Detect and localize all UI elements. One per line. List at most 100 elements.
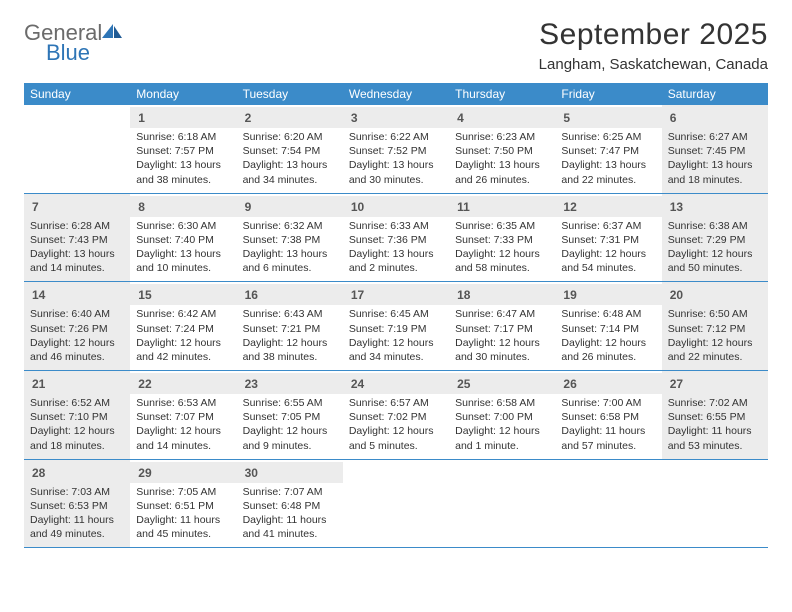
day-cell: 6Sunrise: 6:27 AMSunset: 7:45 PMDaylight…: [662, 105, 768, 193]
day-info: Sunrise: 6:45 AMSunset: 7:19 PMDaylight:…: [347, 307, 445, 364]
day-number: 21: [30, 375, 124, 392]
day-cell: 19Sunrise: 6:48 AMSunset: 7:14 PMDayligh…: [555, 282, 661, 370]
day-number: 12: [561, 198, 655, 215]
day-number: 29: [136, 464, 230, 481]
day-info: Sunrise: 6:42 AMSunset: 7:24 PMDaylight:…: [134, 307, 232, 364]
day-cell: 1 Sunrise: 6:18 AMSunset: 7:57 PMDaylight…: [130, 105, 236, 193]
page-title: September 2025: [539, 18, 768, 52]
day-number-bar: 28: [24, 462, 130, 483]
day-number-bar: 29: [130, 462, 236, 483]
day-info: Sunrise: 6:57 AMSunset: 7:02 PMDaylight:…: [347, 396, 445, 453]
day-cell: 30Sunrise: 7:07 AMSunset: 6:48 PMDayligh…: [237, 460, 343, 548]
day-cell: 8 Sunrise: 6:30 AMSunset: 7:40 PMDaylight…: [130, 194, 236, 282]
title-block: September 2025 Langham, Saskatchewan, Ca…: [539, 18, 768, 73]
day-number-bar: 25: [449, 373, 555, 394]
day-number-bar: 12: [555, 196, 661, 217]
day-number-bar: 26: [555, 373, 661, 394]
day-number-bar: 4: [449, 107, 555, 128]
weekday-label: Saturday: [662, 83, 768, 105]
day-cell: 9Sunrise: 6:32 AMSunset: 7:38 PMDaylight…: [237, 194, 343, 282]
day-number-bar: 18: [449, 284, 555, 305]
day-number: 3: [349, 109, 443, 126]
day-number: 2: [243, 109, 337, 126]
day-number: 7: [30, 198, 124, 215]
weekday-label: Wednesday: [343, 83, 449, 105]
day-number-bar: 8: [130, 196, 236, 217]
day-number: 11: [455, 198, 549, 215]
weekday-label: Sunday: [24, 83, 130, 105]
day-info: Sunrise: 6:32 AMSunset: 7:38 PMDaylight:…: [241, 219, 339, 276]
logo: General Blue: [24, 18, 124, 64]
day-cell: 20Sunrise: 6:50 AMSunset: 7:12 PMDayligh…: [662, 282, 768, 370]
weeks-container: 1 Sunrise: 6:18 AMSunset: 7:57 PMDaylight…: [24, 105, 768, 548]
day-cell: 10 Sunrise: 6:33 AMSunset: 7:36 PMDayligh…: [343, 194, 449, 282]
week-row: 14Sunrise: 6:40 AMSunset: 7:26 PMDayligh…: [24, 282, 768, 371]
logo-word-2: Blue: [24, 42, 124, 64]
day-number: 10: [349, 198, 443, 215]
day-number-bar: 11: [449, 196, 555, 217]
day-number-bar: 5: [555, 107, 661, 128]
day-number: 25: [455, 375, 549, 392]
location-label: Langham, Saskatchewan, Canada: [539, 56, 768, 73]
day-number: 8: [136, 198, 230, 215]
day-number-bar: 24: [343, 373, 449, 394]
weekday-label: Friday: [555, 83, 661, 105]
day-info: Sunrise: 7:07 AMSunset: 6:48 PMDaylight:…: [241, 485, 339, 542]
logo-sail-icon: [102, 22, 124, 44]
day-number-bar: 21: [24, 373, 130, 394]
day-number: 22: [136, 375, 230, 392]
day-info: Sunrise: 6:33 AMSunset: 7:36 PMDaylight:…: [347, 219, 445, 276]
day-number: 28: [30, 464, 124, 481]
day-number-bar: 14: [24, 284, 130, 305]
logo-text: General Blue: [24, 22, 124, 64]
day-info: Sunrise: 6:37 AMSunset: 7:31 PMDaylight:…: [559, 219, 657, 276]
header: General Blue September 2025 Langham, Sas…: [24, 18, 768, 73]
day-info: Sunrise: 7:03 AMSunset: 6:53 PMDaylight:…: [28, 485, 126, 542]
week-row: 7Sunrise: 6:28 AMSunset: 7:43 PMDaylight…: [24, 194, 768, 283]
day-number-bar: 30: [237, 462, 343, 483]
day-cell: 5 Sunrise: 6:25 AMSunset: 7:47 PMDaylight…: [555, 105, 661, 193]
day-info: Sunrise: 6:52 AMSunset: 7:10 PMDaylight:…: [28, 396, 126, 453]
day-cell: 23Sunrise: 6:55 AMSunset: 7:05 PMDayligh…: [237, 371, 343, 459]
weekday-label: Tuesday: [237, 83, 343, 105]
day-number-bar: 27: [662, 373, 768, 394]
day-cell: 26Sunrise: 7:00 AMSunset: 6:58 PMDayligh…: [555, 371, 661, 459]
day-info: Sunrise: 6:23 AMSunset: 7:50 PMDaylight:…: [453, 130, 551, 187]
day-number: 1: [136, 109, 230, 126]
day-number: 13: [668, 198, 762, 215]
day-info: Sunrise: 6:18 AMSunset: 7:57 PMDaylight:…: [134, 130, 232, 187]
week-row: 21 Sunrise: 6:52 AMSunset: 7:10 PMDayligh…: [24, 371, 768, 460]
weekday-label: Monday: [130, 83, 236, 105]
day-number-bar: 1: [130, 107, 236, 128]
day-info: Sunrise: 6:35 AMSunset: 7:33 PMDaylight:…: [453, 219, 551, 276]
day-number-bar: 9: [237, 196, 343, 217]
day-info: Sunrise: 6:20 AMSunset: 7:54 PMDaylight:…: [241, 130, 339, 187]
day-cell: 7Sunrise: 6:28 AMSunset: 7:43 PMDaylight…: [24, 194, 130, 282]
day-number: 14: [30, 286, 124, 303]
day-info: Sunrise: 6:25 AMSunset: 7:47 PMDaylight:…: [559, 130, 657, 187]
day-number-bar: 7: [24, 196, 130, 217]
day-number: 18: [455, 286, 549, 303]
day-cell: 29 Sunrise: 7:05 AMSunset: 6:51 PMDayligh…: [130, 460, 236, 548]
day-number-bar: 6: [662, 107, 768, 128]
day-number-bar: 2: [237, 107, 343, 128]
day-cell: 4Sunrise: 6:23 AMSunset: 7:50 PMDaylight…: [449, 105, 555, 193]
day-cell-empty: [449, 460, 555, 548]
day-number: 26: [561, 375, 655, 392]
day-number: 5: [561, 109, 655, 126]
day-cell-empty: [343, 460, 449, 548]
day-cell: 22Sunrise: 6:53 AMSunset: 7:07 PMDayligh…: [130, 371, 236, 459]
day-number: 15: [136, 286, 230, 303]
day-info: Sunrise: 6:30 AMSunset: 7:40 PMDaylight:…: [134, 219, 232, 276]
day-cell: 13Sunrise: 6:38 AMSunset: 7:29 PMDayligh…: [662, 194, 768, 282]
day-cell-empty: [24, 105, 130, 193]
day-cell: 17Sunrise: 6:45 AMSunset: 7:19 PMDayligh…: [343, 282, 449, 370]
day-info: Sunrise: 7:05 AMSunset: 6:51 PMDaylight:…: [134, 485, 232, 542]
day-cell: 18Sunrise: 6:47 AMSunset: 7:17 PMDayligh…: [449, 282, 555, 370]
day-info: Sunrise: 6:55 AMSunset: 7:05 PMDaylight:…: [241, 396, 339, 453]
day-number: 27: [668, 375, 762, 392]
day-cell: 12 Sunrise: 6:37 AMSunset: 7:31 PMDayligh…: [555, 194, 661, 282]
day-cell: 11 Sunrise: 6:35 AMSunset: 7:33 PMDayligh…: [449, 194, 555, 282]
day-cell: 14Sunrise: 6:40 AMSunset: 7:26 PMDayligh…: [24, 282, 130, 370]
calendar-page: General Blue September 2025 Langham, Sas…: [0, 0, 792, 548]
